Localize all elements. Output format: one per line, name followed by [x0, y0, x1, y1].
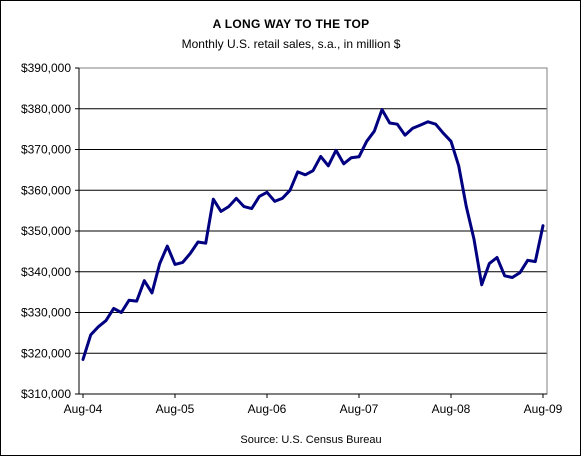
- x-tick-label: Aug-09: [524, 402, 563, 416]
- y-axis: $310,000 $320,000 $330,000 $340,000 $350,000…: [21, 61, 79, 401]
- source-note: Source: U.S. Census Bureau: [240, 434, 381, 446]
- gridlines: [79, 108, 547, 354]
- series-line: [81, 108, 545, 361]
- y-tick-label: $330,000: [21, 306, 71, 320]
- x-axis: Aug-04 Aug-05 Aug-06 Aug-07 Aug-08 Aug-09: [64, 68, 563, 416]
- y-tick-label: $320,000: [21, 346, 71, 360]
- chart-title: A LONG WAY TO THE TOP: [213, 17, 370, 31]
- y-tick-label: $360,000: [21, 183, 71, 197]
- x-tick-label: Aug-08: [432, 402, 471, 416]
- chart-subtitle: Monthly U.S. retail sales, s.a., in mill…: [182, 37, 401, 51]
- y-tick-label: $350,000: [21, 224, 71, 238]
- x-tick-label: Aug-04: [64, 402, 103, 416]
- y-tick-label: $310,000: [21, 387, 71, 401]
- y-tick-label: $390,000: [21, 61, 71, 75]
- y-tick-label: $380,000: [21, 102, 71, 116]
- y-tick-label: $370,000: [21, 143, 71, 157]
- y-tick-label: $340,000: [21, 265, 71, 279]
- x-tick-label: Aug-06: [248, 402, 287, 416]
- x-tick-label: Aug-07: [340, 402, 379, 416]
- x-tick-label: Aug-05: [156, 402, 195, 416]
